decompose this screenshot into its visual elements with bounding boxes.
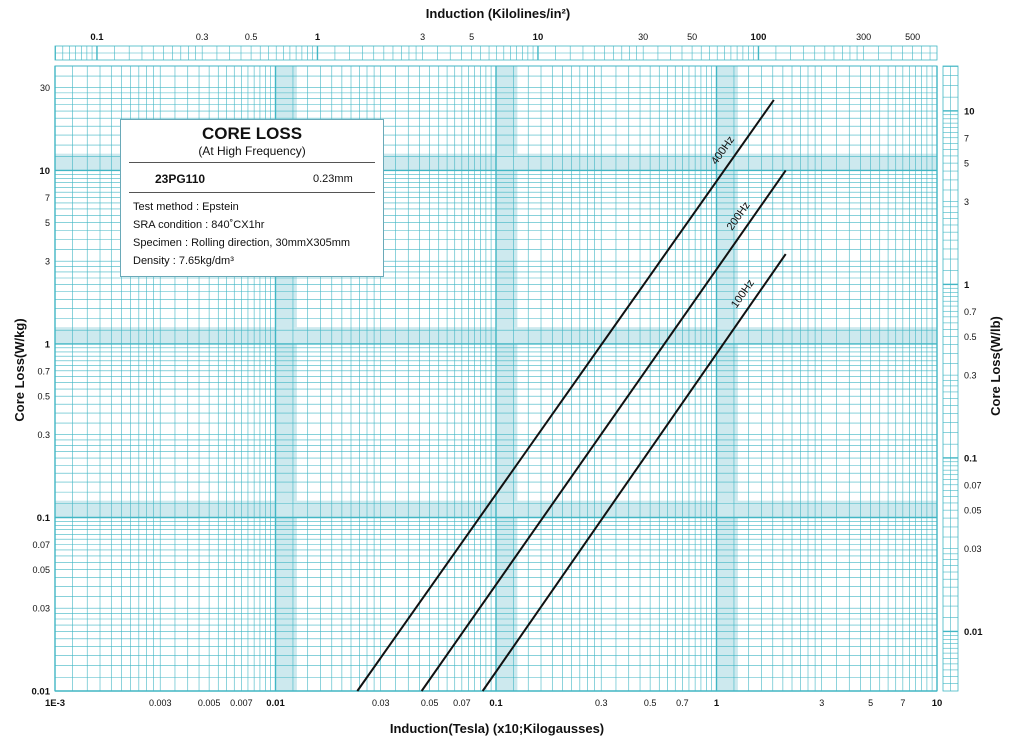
top-tick-label: 10: [533, 32, 544, 43]
top-tick-label: 5: [469, 32, 474, 42]
x-tick-label: 5: [868, 698, 873, 708]
y-tick-label: 10: [39, 166, 50, 177]
x-tick-label: 0.3: [595, 698, 608, 708]
x-tick-label: 1: [714, 698, 720, 709]
top-tick-label: 30: [638, 32, 648, 42]
top-tick-label: 0.1: [90, 32, 104, 43]
legend-divider: [129, 192, 375, 193]
y-tick-label: 30: [40, 83, 50, 93]
y-tick-label: 7: [45, 193, 50, 203]
legend-box: CORE LOSS (At High Frequency) 23PG110 0.…: [120, 119, 384, 277]
top-tick-label: 300: [856, 32, 871, 42]
right-tick-label: 10: [964, 106, 975, 117]
top-tick-label: 50: [687, 32, 697, 42]
y-tick-label: 0.03: [32, 604, 50, 614]
x-tick-label: 0.07: [453, 698, 471, 708]
right-tick-label: 0.07: [964, 480, 982, 490]
x-tick-label: 1E-3: [45, 698, 65, 709]
top-tick-label: 3: [420, 32, 425, 42]
right-tick-label: 5: [964, 159, 969, 169]
top-tick-label: 1: [315, 32, 321, 43]
top-tick-labels: 0.1 0.3 0.5 1 3 5 10 30 50 100 300 500: [90, 32, 920, 43]
top-axis-grid-strip: [54, 45, 938, 61]
x-tick-label: 0.003: [149, 698, 172, 708]
y-tick-label: 3: [45, 257, 50, 267]
x-tick-label: 0.7: [676, 698, 689, 708]
right-tick-label: 0.5: [964, 332, 977, 342]
legend-test-method: Test method : Epstein: [133, 201, 239, 213]
right-axis-title: Core Loss(W/lb): [988, 316, 1003, 416]
y-tick-label: 0.07: [32, 540, 50, 550]
x-tick-label: 7: [900, 698, 905, 708]
right-tick-label: 0.1: [964, 453, 978, 464]
legend-thickness: 0.23mm: [313, 173, 353, 185]
top-axis-title: Induction (Kilolines/in²): [426, 6, 570, 21]
x-tick-label: 0.01: [266, 698, 285, 709]
y-axis-title: Core Loss(W/kg): [12, 318, 27, 421]
legend-divider: [129, 162, 375, 163]
series-lines: [356, 99, 787, 692]
x-tick-label: 0.5: [644, 698, 657, 708]
right-tick-label: 0.05: [964, 506, 982, 516]
x-tick-label: 0.005: [198, 698, 221, 708]
grid-band-vertical: [496, 66, 518, 691]
legend-title: CORE LOSS: [201, 124, 303, 143]
legend-grade: 23PG110: [155, 172, 206, 186]
right-tick-label: 0.01: [964, 627, 983, 638]
top-tick-label: 0.3: [196, 32, 209, 42]
right-tick-label: 7: [964, 133, 969, 143]
x-tick-label: 0.007: [230, 698, 253, 708]
x-tick-label: 10: [932, 698, 943, 709]
y-tick-label: 0.3: [37, 430, 50, 440]
y-tick-label: 5: [45, 218, 50, 228]
grid-band-vertical: [716, 66, 738, 691]
top-tick-label: 0.5: [245, 32, 258, 42]
plot-border: [54, 65, 938, 692]
legend-specimen: Specimen : Rolling direction, 30mmX305mm: [133, 237, 351, 249]
y-tick-label: 0.7: [37, 366, 50, 376]
series-line-100hz: [481, 253, 787, 692]
right-tick-label: 1: [964, 280, 970, 291]
right-tick-labels: 0.01 0.03 0.05 0.07 0.1 0.3 0.5 0.7 1 3 5 7 10: [964, 106, 983, 638]
y-tick-label: 0.1: [37, 513, 51, 524]
right-tick-label: 3: [964, 197, 969, 207]
x-tick-labels: 1E-3 0.003 0.005 0.007 0.01 0.03 0.05 0.07 0.1 0.…: [45, 698, 942, 709]
right-tick-label: 0.3: [964, 371, 977, 381]
y-tick-labels: 0.01 0.03 0.05 0.07 0.1 0.3 0.5 0.7 1 3 5 7 10 30: [32, 83, 51, 697]
x-tick-label: 0.1: [489, 698, 503, 709]
x-tick-label: 3: [819, 698, 824, 708]
y-tick-label: 1: [45, 339, 51, 350]
y-tick-label: 0.5: [37, 392, 50, 402]
x-axis-title: Induction(Tesla) (x10;Kilogausses): [390, 721, 604, 736]
y-tick-label: 0.01: [32, 687, 51, 698]
series-line-200hz: [420, 169, 787, 692]
right-tick-label: 0.03: [964, 544, 982, 554]
top-tick-label: 100: [751, 32, 767, 43]
right-tick-label: 0.7: [964, 307, 977, 317]
legend-density: Density : 7.65kg/dm³: [133, 255, 234, 267]
series-line-400hz: [356, 99, 775, 692]
x-tick-label: 0.03: [372, 698, 390, 708]
legend-sra-condition: SRA condition : 840˚CX1hr: [133, 219, 265, 231]
right-axis-grid-strip: [942, 65, 959, 692]
y-tick-label: 0.05: [32, 565, 50, 575]
legend-subtitle: (At High Frequency): [198, 144, 306, 158]
top-tick-label: 500: [905, 32, 920, 42]
x-tick-label: 0.05: [421, 698, 439, 708]
